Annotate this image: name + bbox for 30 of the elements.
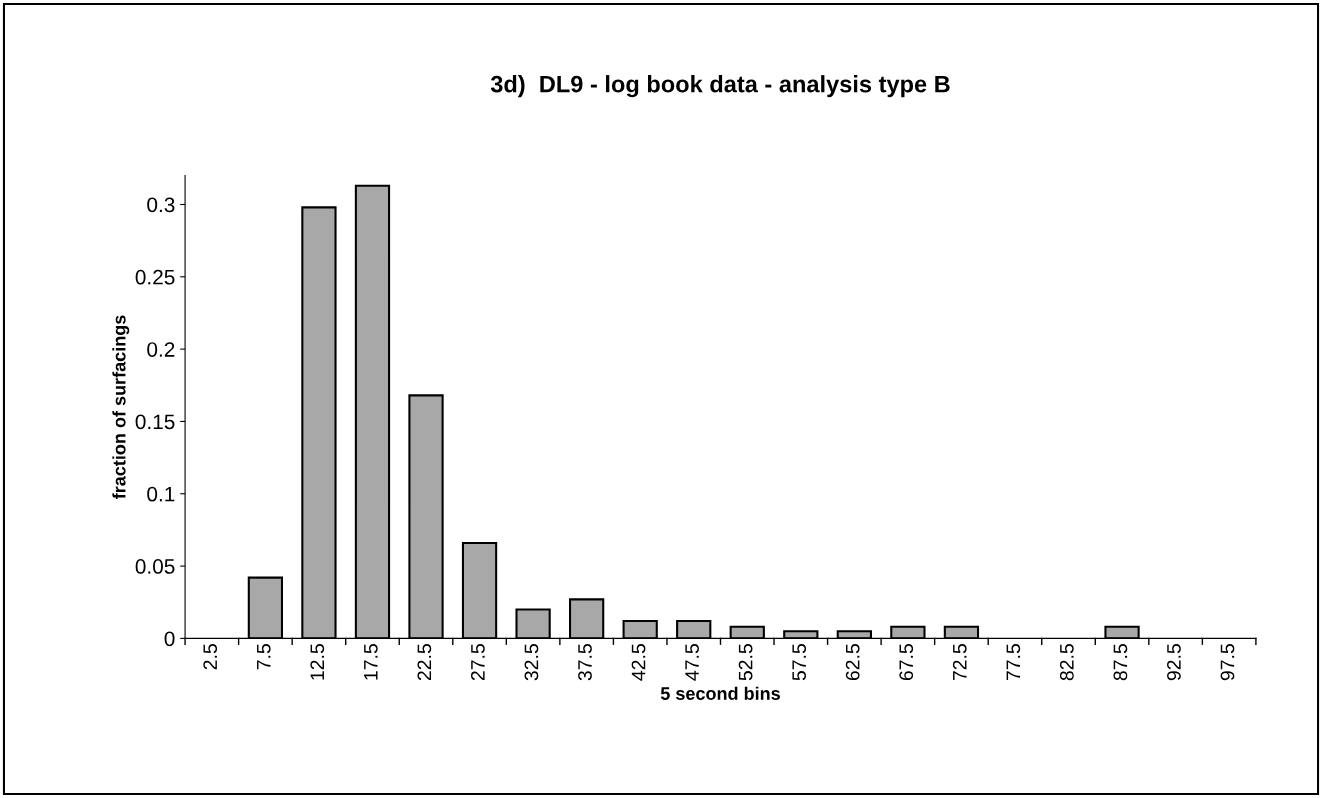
x-tick-label: 92.5	[1167, 644, 1181, 681]
x-tick-label: 42.5	[631, 644, 646, 681]
x-tick-label: 2.5	[203, 644, 218, 670]
x-tick-label: 27.5	[471, 644, 485, 681]
y-tick-label: 0.05	[135, 559, 175, 574]
x-tick-label: 77.5	[1006, 644, 1021, 681]
y-tick-label: 0.25	[135, 269, 175, 285]
y-tick-label: 0	[164, 631, 175, 647]
x-axis-title: 5 second bins	[660, 686, 780, 700]
x-tick-label: 7.5	[257, 644, 271, 670]
x-tick-label: 32.5	[524, 644, 539, 681]
y-axis-title: fraction of surfacings	[112, 315, 130, 499]
chart-title: 3d) DL9 - log book data - analysis type B	[490, 75, 950, 98]
x-tick-label: 82.5	[1059, 644, 1074, 681]
y-tick-label: 0.3	[147, 197, 175, 213]
x-tick-label: 22.5	[417, 644, 432, 681]
x-tick-label: 57.5	[792, 644, 807, 681]
x-tick-label: 62.5	[845, 644, 860, 681]
y-tick-label: 0.15	[135, 414, 175, 430]
x-tick-label: 12.5	[310, 644, 325, 680]
x-tick-label: 72.5	[952, 644, 967, 681]
x-tick-label: 17.5	[364, 644, 378, 680]
x-tick-label: 67.5	[899, 644, 914, 681]
x-tick-label: 37.5	[578, 644, 592, 681]
x-tick-label: 97.5	[1220, 644, 1235, 681]
x-tick-label: 47.5	[685, 644, 699, 681]
x-tick-label: 52.5	[738, 644, 753, 681]
y-tick-label: 0.2	[147, 342, 175, 357]
x-tick-label: 87.5	[1113, 644, 1128, 681]
y-tick-label: 0.1	[147, 486, 175, 502]
